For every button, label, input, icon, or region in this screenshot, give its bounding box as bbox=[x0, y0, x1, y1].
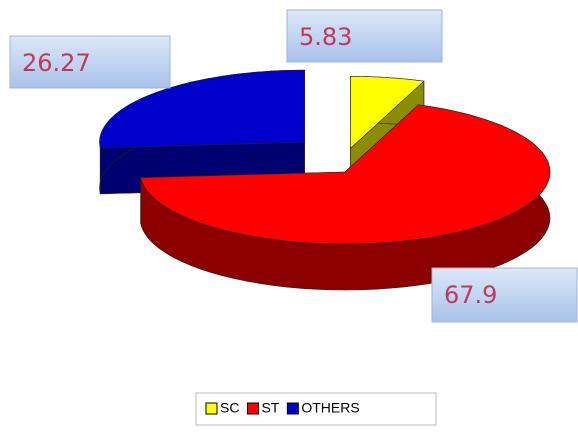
label-box bbox=[286, 9, 443, 63]
label-box bbox=[9, 35, 171, 89]
legend-label: ST bbox=[261, 400, 279, 416]
legend: SC ST OTHERS bbox=[205, 400, 360, 416]
slice bbox=[350, 76, 425, 150]
legend-swatch bbox=[286, 402, 299, 415]
data-label: 26.27 bbox=[22, 49, 91, 77]
legend-swatch bbox=[205, 402, 218, 415]
data-labels: 5.83 67.9 26.27 bbox=[9, 9, 578, 323]
data-label: 5.83 bbox=[299, 23, 352, 51]
pie bbox=[99, 69, 551, 291]
legend-box bbox=[195, 392, 437, 426]
slice bbox=[99, 69, 305, 149]
slice bbox=[140, 104, 551, 245]
legend-label: OTHERS bbox=[301, 400, 359, 416]
legend-label: SC bbox=[220, 400, 239, 416]
legend-swatch bbox=[246, 402, 259, 415]
data-label: 67.9 bbox=[444, 281, 497, 309]
label-box bbox=[431, 267, 578, 323]
